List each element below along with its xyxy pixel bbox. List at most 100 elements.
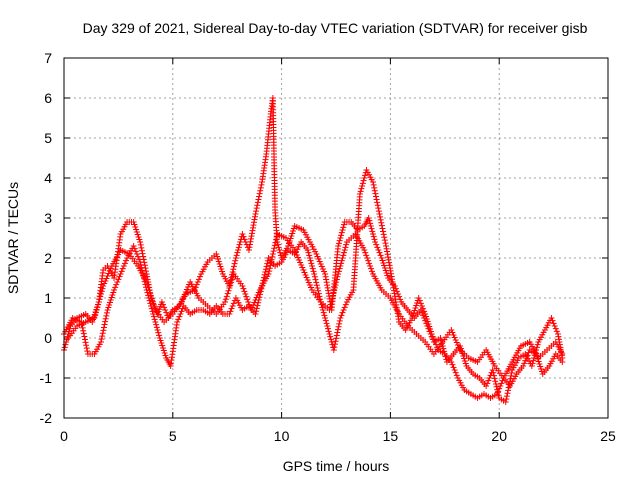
data-point	[254, 302, 261, 309]
data-point	[386, 259, 393, 266]
y-tick-label: 2	[44, 250, 52, 266]
data-point	[449, 361, 456, 368]
data-point	[384, 248, 391, 255]
data-point	[429, 333, 436, 340]
data-point	[322, 315, 329, 321]
data-point	[153, 324, 160, 331]
data-point	[534, 341, 541, 348]
data-point	[266, 265, 273, 272]
data-point	[239, 231, 246, 237]
data-point	[250, 219, 257, 226]
data-point	[153, 321, 160, 328]
data-point	[333, 276, 340, 283]
data-point	[257, 184, 264, 191]
data-point	[361, 175, 368, 181]
data-point	[315, 287, 322, 294]
data-point	[430, 336, 437, 343]
data-point	[115, 276, 122, 283]
data-point	[230, 300, 237, 307]
y-tick-label: 4	[44, 170, 52, 186]
data-point	[339, 255, 346, 261]
data-point	[150, 313, 157, 320]
data-point	[134, 253, 141, 260]
data-point	[123, 257, 130, 264]
data-point	[362, 172, 369, 179]
data-point	[483, 383, 490, 389]
series-2	[61, 167, 566, 401]
y-tick-label: -1	[40, 370, 53, 386]
data-point	[320, 309, 327, 316]
data-point	[146, 287, 153, 294]
data-point	[324, 323, 331, 329]
data-point	[83, 342, 90, 349]
data-point	[117, 271, 124, 277]
data-point	[417, 300, 424, 307]
data-point	[388, 273, 395, 280]
data-point	[249, 227, 256, 234]
data-point	[491, 375, 498, 382]
data-point	[359, 183, 366, 189]
data-point	[226, 285, 233, 291]
data-point	[227, 308, 234, 315]
data-point	[273, 236, 280, 243]
data-point	[143, 279, 150, 285]
data-point	[524, 352, 531, 359]
data-point	[177, 311, 184, 317]
data-point	[369, 228, 376, 235]
data-point	[387, 265, 394, 272]
data-point	[308, 260, 315, 267]
data-point	[520, 363, 527, 369]
data-point	[366, 260, 373, 267]
data-point	[224, 290, 231, 297]
data-point	[336, 237, 343, 244]
data-point	[318, 301, 325, 308]
data-point	[502, 399, 509, 405]
data-point	[145, 284, 152, 291]
data-point	[321, 312, 328, 319]
data-point	[247, 235, 254, 242]
data-point	[309, 263, 316, 269]
data-point	[371, 236, 378, 243]
data-point	[161, 304, 168, 311]
data-point	[383, 245, 390, 252]
data-point	[193, 281, 200, 288]
data-point	[338, 260, 345, 267]
data-point	[276, 247, 283, 253]
data-point	[497, 383, 504, 389]
data-point	[551, 323, 558, 329]
data-point	[263, 263, 270, 270]
data-point	[314, 285, 321, 291]
data-point	[315, 290, 322, 297]
data-point	[102, 315, 109, 322]
data-point	[271, 245, 278, 252]
data-point	[553, 328, 560, 335]
data-point	[96, 296, 103, 303]
data-point	[451, 367, 458, 373]
data-point	[312, 276, 319, 283]
data-point	[368, 225, 375, 232]
data-point	[325, 287, 332, 294]
data-point	[381, 237, 388, 244]
data-point	[453, 372, 460, 379]
data-point	[494, 391, 501, 397]
data-point	[529, 360, 536, 367]
data-point	[232, 257, 239, 264]
data-point	[245, 247, 252, 253]
data-point	[364, 255, 371, 261]
data-point	[418, 303, 425, 309]
data-point	[341, 247, 348, 253]
data-point	[79, 324, 86, 331]
data-point	[82, 339, 89, 346]
data-point	[331, 284, 338, 291]
data-point	[365, 257, 372, 264]
data-point	[389, 276, 396, 283]
data-point	[340, 249, 347, 256]
data-point	[97, 293, 104, 300]
data-point	[258, 181, 265, 188]
data-point	[256, 190, 263, 197]
data-point	[333, 335, 340, 342]
data-point	[191, 287, 198, 293]
data-point	[380, 228, 387, 235]
data-point	[99, 330, 106, 337]
